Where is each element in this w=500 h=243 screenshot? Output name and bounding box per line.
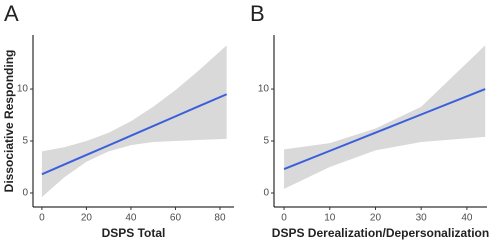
x-tick-label: 40: [125, 213, 137, 224]
x-axis-title: DSPS Total: [102, 226, 166, 240]
x-tick-label: 0: [281, 213, 287, 224]
y-axis-title: Dissociative Responding: [2, 50, 16, 193]
confidence-band: [41, 45, 227, 198]
y-tick-label: 10: [17, 84, 29, 95]
panel-label: B: [250, 1, 265, 26]
y-tick-label: 5: [263, 136, 269, 147]
x-tick-label: 10: [324, 213, 336, 224]
x-tick-label: 40: [461, 213, 473, 224]
x-tick-label: 0: [39, 213, 45, 224]
confidence-band: [284, 45, 486, 189]
regression-line: [283, 88, 486, 170]
x-tick-label: 30: [416, 213, 428, 224]
y-tick-label: 0: [22, 188, 28, 199]
x-axis-title: DSPS Derealization/Depersonalization: [272, 226, 489, 240]
regression-line: [41, 93, 228, 176]
x-tick-label: 20: [370, 213, 382, 224]
y-tick-label: 10: [258, 84, 270, 95]
panel-label: A: [4, 1, 19, 26]
x-tick-label: 20: [81, 213, 93, 224]
x-tick-label: 80: [214, 213, 226, 224]
x-tick-label: 60: [170, 213, 182, 224]
y-tick-label: 0: [263, 188, 269, 199]
y-tick-label: 5: [22, 136, 28, 147]
